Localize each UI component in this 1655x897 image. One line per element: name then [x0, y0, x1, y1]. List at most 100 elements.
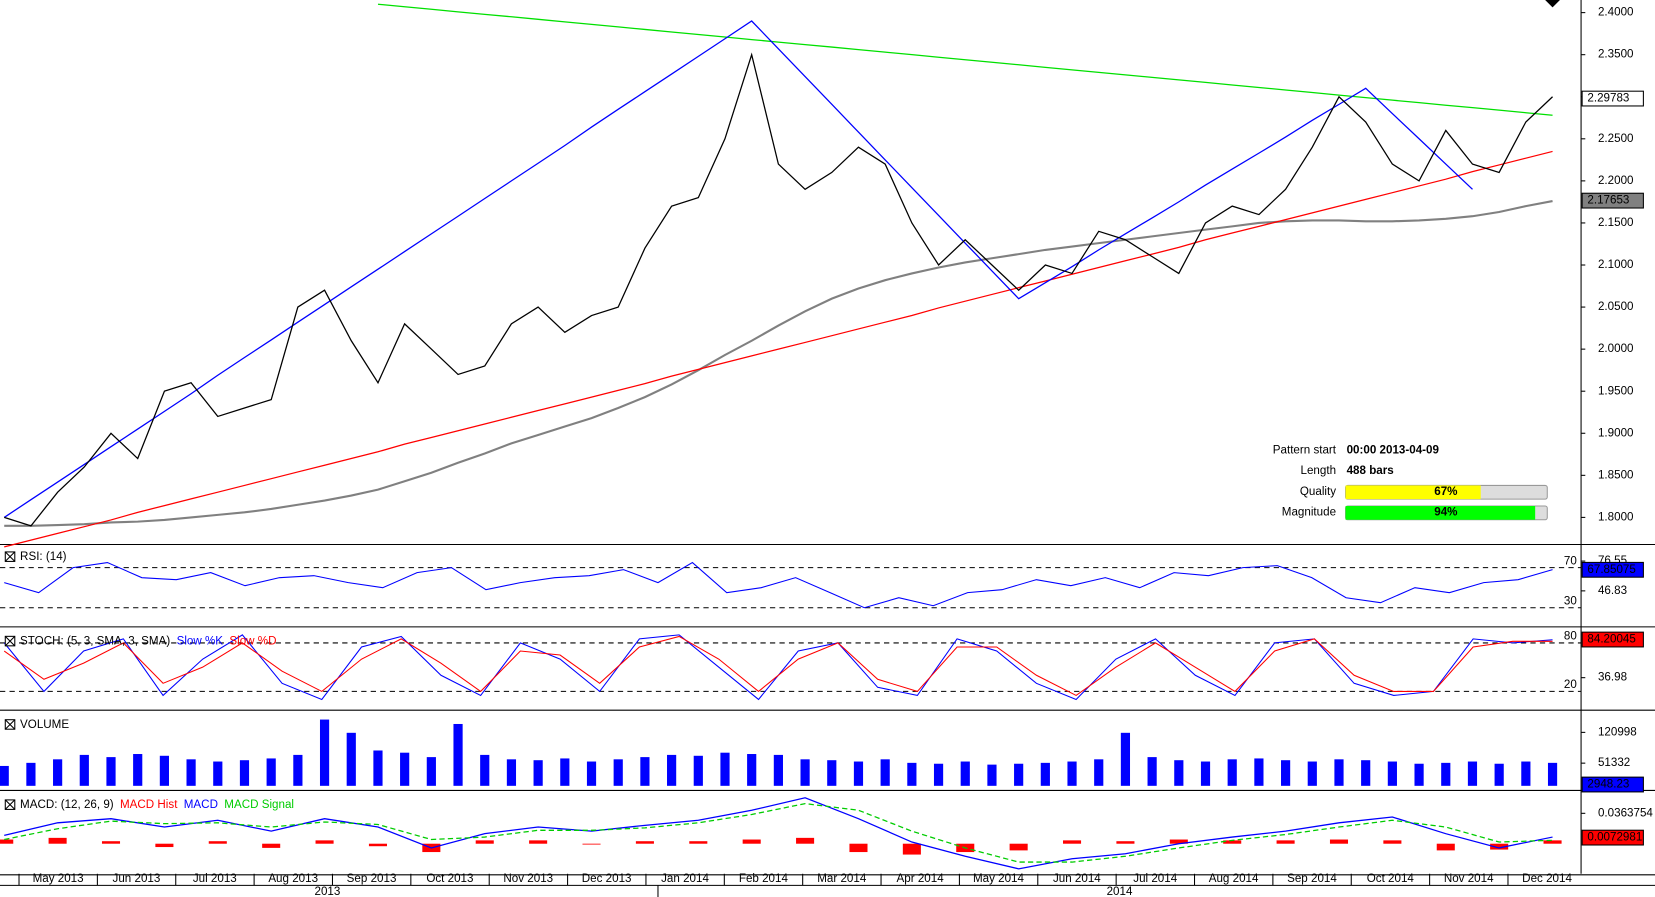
panel-checkbox-cross: [4, 635, 16, 647]
bar: [907, 762, 917, 786]
bar: [239, 760, 250, 786]
bar: [827, 760, 837, 786]
bar: [773, 754, 783, 786]
y-tick-label: 1.9000: [1598, 426, 1634, 439]
panel-checkbox-cross: [4, 551, 16, 562]
bar: [586, 761, 597, 786]
bar: [1254, 758, 1264, 786]
bar: [533, 760, 543, 786]
x-tick-label: Jan 2014: [661, 872, 709, 885]
panel-title: VOLUME: [20, 718, 69, 731]
legend-entry: MACD Signal: [224, 798, 294, 811]
panel-title: MACD: (12, 26, 9) MACD Hist MACD MACD Signa…: [20, 798, 294, 811]
bar: [1414, 763, 1424, 786]
value-tag-label: 84.20045: [1587, 633, 1635, 646]
bar: [1014, 763, 1024, 786]
level-label: 30: [1564, 594, 1577, 607]
line-series: [4, 797, 1553, 870]
pattern-info-label: Quality: [1300, 485, 1336, 498]
panel-title-text: STOCH: (5, 3, SMA, 3, SMA): [20, 635, 170, 648]
x-tick-label: Oct 2014: [1367, 872, 1415, 885]
bar: [475, 840, 494, 844]
bar: [1307, 761, 1317, 786]
line-series: [4, 52, 1553, 527]
y-tick-label: 2.0500: [1598, 300, 1634, 313]
gauge-bar: [1345, 485, 1481, 500]
bar: [0, 765, 9, 786]
bar: [155, 843, 174, 848]
bar: [1040, 762, 1050, 786]
pattern-info-value: 488 bars: [1347, 464, 1394, 477]
bar: [106, 757, 116, 786]
bar: [747, 754, 757, 786]
level-label: 20: [1564, 678, 1577, 691]
line-series: [4, 150, 1553, 548]
bar: [1223, 840, 1242, 844]
value-tag-label: 2948.23: [1587, 778, 1629, 791]
x-tick-label: May 2013: [33, 872, 84, 885]
bar: [1009, 843, 1028, 851]
value-tag: [1581, 90, 1644, 107]
bar: [1169, 839, 1188, 844]
bar: [133, 754, 143, 786]
x-tick-label: Jun 2013: [113, 872, 161, 885]
y-tick-label: 120998: [1598, 725, 1637, 738]
y-tick-label: 1.8500: [1598, 468, 1634, 481]
y-tick-label: 2.2500: [1598, 132, 1634, 145]
bar: [582, 843, 601, 845]
bar: [1441, 762, 1451, 786]
bar: [266, 758, 276, 786]
bar: [426, 757, 436, 786]
bar: [1116, 841, 1135, 844]
year-label: 2013: [314, 885, 340, 897]
panel-checkbox-cross: [4, 799, 16, 810]
bar: [800, 759, 810, 786]
bar: [1147, 757, 1157, 786]
panel-title-text: VOLUME: [20, 718, 69, 731]
year-label: 2014: [1107, 885, 1133, 897]
bar: [635, 841, 654, 844]
bar: [53, 759, 63, 786]
value-tag: [1581, 776, 1644, 793]
pattern-info-label: Pattern start: [1273, 444, 1337, 457]
bar: [1329, 839, 1349, 844]
legend-entry: MACD: [184, 798, 218, 811]
x-tick-label: Feb 2014: [739, 872, 789, 885]
x-tick-label: Jun 2014: [1053, 872, 1101, 885]
x-tick-label: May 2014: [973, 872, 1025, 885]
value-tag-label: 2.29783: [1587, 92, 1629, 105]
bar: [101, 841, 121, 844]
bar: [1387, 761, 1397, 786]
y-tick-label: 46.83: [1598, 584, 1627, 597]
bar: [796, 837, 815, 844]
x-tick-label: Oct 2013: [426, 872, 473, 885]
bar: [693, 755, 703, 786]
pattern-info-value: 00:00 2013-04-09: [1347, 444, 1440, 457]
y-tick-label: 1.9500: [1598, 384, 1634, 397]
bar: [1281, 760, 1291, 786]
bar: [902, 843, 921, 855]
bar: [1334, 759, 1344, 786]
bar: [1200, 761, 1211, 786]
panel-title-text: MACD: (12, 26, 9): [20, 798, 114, 811]
legend-entry: Slow %K: [177, 635, 224, 648]
y-tick-label: 51332: [1598, 756, 1630, 769]
level-label: 70: [1564, 554, 1577, 567]
y-tick-label: 2.2000: [1598, 174, 1634, 187]
line-series: [3, 635, 1553, 697]
bar: [79, 754, 89, 786]
value-tag-label: 0.0072981: [1587, 831, 1642, 844]
bar: [1120, 732, 1131, 786]
value-tag-label: 2.17653: [1587, 194, 1629, 207]
bar: [720, 752, 730, 786]
x-tick-label: Aug 2013: [268, 872, 318, 885]
x-tick-label: Dec 2014: [1522, 872, 1572, 885]
line-series: [377, 3, 1553, 116]
bar: [506, 759, 517, 786]
bar: [48, 837, 67, 844]
y-tick-label: 0.0363754: [1598, 806, 1653, 819]
bar: [159, 755, 169, 786]
gauge-bar: [1345, 506, 1536, 520]
y-tick-label: 36.98: [1598, 671, 1627, 684]
panel-title-text: RSI: (14): [20, 550, 67, 563]
